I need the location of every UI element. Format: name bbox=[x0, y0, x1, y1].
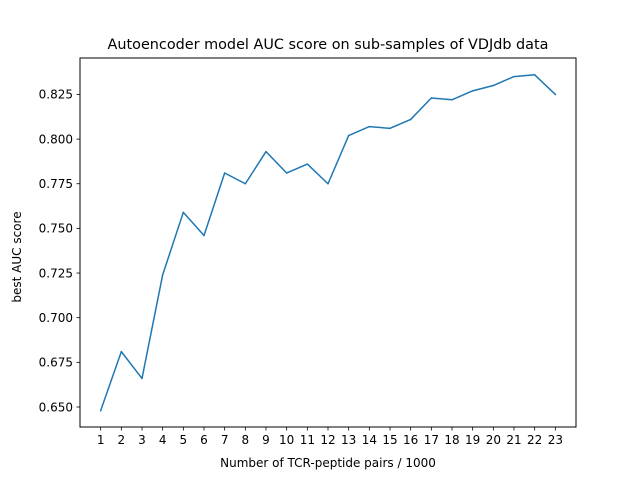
y-axis: 0.650 0.675 0.700 0.725 0.750 0.775 0.800 0.825 bbox=[39, 88, 80, 414]
x-tick-label: 16 bbox=[403, 433, 418, 447]
data-point bbox=[451, 99, 453, 101]
x-tick-label: 7 bbox=[221, 433, 229, 447]
plot-frame bbox=[79, 57, 577, 428]
x-tick-label: 11 bbox=[300, 433, 315, 447]
x-tick-label: 14 bbox=[362, 433, 377, 447]
data-point bbox=[347, 134, 350, 137]
x-tick-label: 19 bbox=[465, 433, 480, 447]
data-point bbox=[513, 75, 515, 78]
y-tick-label: 0.825 bbox=[39, 88, 73, 102]
data-point bbox=[554, 93, 557, 96]
x-tick-label: 18 bbox=[444, 433, 459, 447]
data-point bbox=[141, 377, 143, 380]
data-point bbox=[409, 118, 412, 121]
data-point bbox=[161, 274, 164, 276]
plot-area bbox=[99, 74, 557, 412]
data-point bbox=[223, 172, 226, 174]
x-tick-label: 3 bbox=[138, 433, 146, 447]
data-point bbox=[99, 409, 102, 412]
x-tick-label: 6 bbox=[200, 433, 208, 447]
x-tick-label: 21 bbox=[506, 433, 521, 447]
x-tick-label: 12 bbox=[320, 433, 335, 447]
data-point bbox=[285, 172, 288, 174]
data-point bbox=[430, 97, 433, 99]
x-axis: 1 2 3 4 5 6 7 8 9 10 11 12 13 14 15 16 17 18 19 20 21 22 23 bbox=[97, 427, 563, 447]
x-tick-label: 9 bbox=[262, 433, 270, 447]
data-point bbox=[306, 163, 309, 165]
y-tick-label: 0.775 bbox=[39, 177, 73, 191]
data-point bbox=[244, 182, 247, 185]
x-tick-label: 20 bbox=[486, 433, 501, 447]
x-tick-label: 10 bbox=[279, 433, 294, 447]
x-tick-label: 17 bbox=[424, 433, 439, 447]
y-tick-label: 0.725 bbox=[39, 266, 73, 280]
data-point bbox=[533, 74, 536, 76]
y-tick-label: 0.750 bbox=[39, 222, 73, 236]
x-tick-label: 13 bbox=[341, 433, 356, 447]
x-axis-label: Number of TCR-peptide pairs / 1000 bbox=[220, 456, 436, 470]
x-tick-label: 5 bbox=[180, 433, 188, 447]
data-point bbox=[492, 84, 495, 87]
y-tick-label: 0.650 bbox=[39, 400, 73, 414]
x-tick-label: 23 bbox=[548, 433, 563, 447]
data-point bbox=[471, 90, 474, 92]
x-tick-label: 2 bbox=[118, 433, 126, 447]
chart-title: Autoencoder model AUC score on sub-sampl… bbox=[108, 37, 549, 53]
x-tick-label: 15 bbox=[382, 433, 397, 447]
x-tick-label: 4 bbox=[159, 433, 167, 447]
data-point bbox=[327, 182, 329, 185]
y-axis-label: best AUC score bbox=[10, 211, 24, 302]
data-point bbox=[368, 125, 371, 128]
x-tick-label: 1 bbox=[97, 433, 105, 447]
data-point bbox=[389, 127, 391, 130]
x-tick-label: 22 bbox=[527, 433, 542, 447]
data-point bbox=[120, 350, 123, 353]
data-point bbox=[182, 211, 185, 214]
data-point bbox=[265, 150, 267, 153]
x-tick-label: 8 bbox=[242, 433, 250, 447]
y-tick-label: 0.700 bbox=[39, 311, 73, 325]
y-tick-label: 0.800 bbox=[39, 132, 73, 146]
y-tick-label: 0.675 bbox=[39, 356, 73, 370]
data-point bbox=[203, 234, 205, 237]
